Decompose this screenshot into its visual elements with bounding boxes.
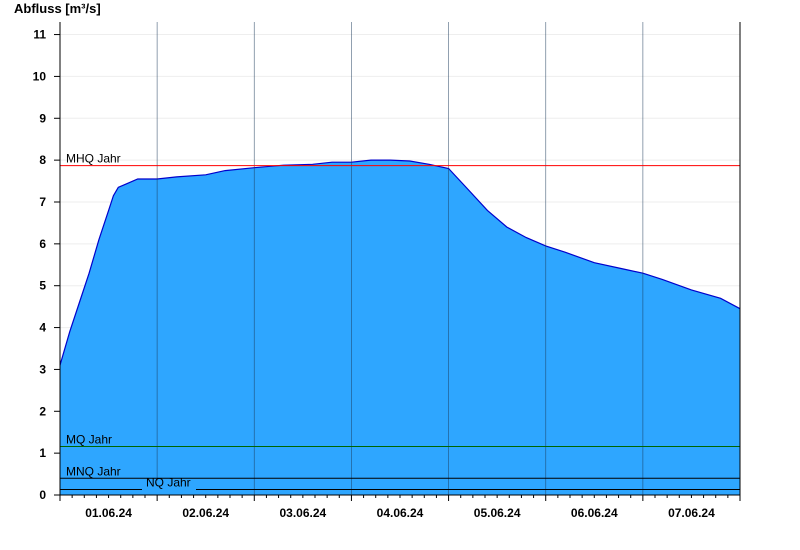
reference-label: MNQ Jahr: [66, 464, 121, 478]
y-tick-label: 4: [39, 321, 46, 335]
x-tick-label: 05.06.24: [474, 506, 521, 520]
y-tick-label: 0: [39, 488, 46, 502]
y-tick-label: 5: [39, 279, 46, 293]
y-tick-label: 2: [39, 404, 46, 418]
reference-label: MHQ Jahr: [66, 152, 121, 166]
x-tick-label: 01.06.24: [85, 506, 132, 520]
x-tick-label: 06.06.24: [571, 506, 618, 520]
x-tick-label: 02.06.24: [182, 506, 229, 520]
y-tick-label: 8: [39, 153, 46, 167]
day-separators: [156, 22, 644, 495]
plot-area: [59, 159, 741, 495]
discharge-area: [60, 160, 740, 495]
y-tick-label: 9: [39, 111, 46, 125]
y-tick-label: 7: [39, 195, 46, 209]
x-tick-label: 04.06.24: [377, 506, 424, 520]
reference-lines: MHQ Jahr MQ Jahr MNQ Jahr NQ Jahr: [60, 152, 740, 495]
y-tick-label: 11: [33, 28, 46, 42]
reference-label-bg: [142, 480, 196, 495]
x-tick-label: 03.06.24: [279, 506, 326, 520]
reference-label: MQ Jahr: [66, 432, 112, 446]
y-tick-label: 6: [39, 237, 46, 251]
y-tick-label: 3: [39, 362, 46, 376]
y-tick-label: 1: [39, 446, 46, 460]
x-tick-label: 07.06.24: [668, 506, 715, 520]
y-tick-label: 10: [33, 69, 47, 83]
y-axis-title: Abfluss [m³/s]: [14, 1, 101, 16]
reference-label: NQ Jahr: [146, 476, 191, 490]
axes: 0 1 2 3 4 5 6 7 8 9 10 11 01.06.24 02.06.24 03.06.24 04…: [33, 22, 741, 520]
